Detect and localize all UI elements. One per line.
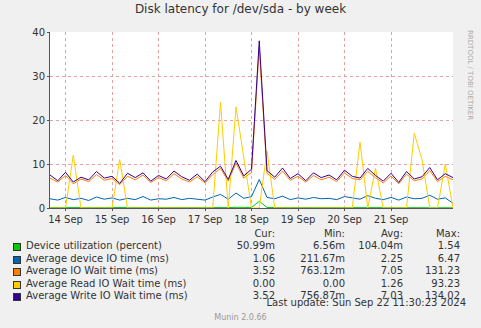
html-text:50.99m: 50.99m <box>236 240 275 251</box>
html-text:2.25: 2.25 <box>380 252 403 264</box>
html-text:763.12m: 763.12m <box>300 265 345 276</box>
html-text:Avg:: Avg: <box>381 228 403 239</box>
html-text:0.00: 0.00 <box>322 277 345 289</box>
html-text:0.00: 0.00 <box>252 277 275 289</box>
html-text:Average Read IO Wait time (ms): Average Read IO Wait time (ms) <box>26 277 187 289</box>
svg-text:18 Sep: 18 Sep <box>234 214 269 225</box>
svg-text:0: 0 <box>39 203 45 214</box>
svg-text:30: 30 <box>32 71 45 82</box>
html-text:93.23: 93.23 <box>431 277 460 289</box>
html-text:Munin 2.0.66: Munin 2.0.66 <box>214 313 267 322</box>
html-text:Last update: Sun Sep 22 11:30:: Last update: Sun Sep 22 11:30:23 2024 <box>266 297 466 308</box>
svg-text:40: 40 <box>32 27 45 38</box>
html-text:3.52: 3.52 <box>252 290 275 301</box>
html-text:1.54: 1.54 <box>437 240 460 251</box>
html-text:7.05: 7.05 <box>380 265 403 276</box>
html-text:104.04m: 104.04m <box>358 240 403 251</box>
svg-text:14 Sep: 14 Sep <box>48 214 83 225</box>
svg-text:15 Sep: 15 Sep <box>95 214 130 225</box>
svg-text:20: 20 <box>32 115 45 126</box>
svg-text:10: 10 <box>32 159 45 170</box>
html-text:131.23: 131.23 <box>425 265 460 276</box>
html-text:7.03: 7.03 <box>380 290 403 301</box>
svg-text:19 Sep: 19 Sep <box>281 214 316 225</box>
html-text:Average device IO time (ms): Average device IO time (ms) <box>26 252 169 264</box>
html-text:756.87m: 756.87m <box>300 290 345 301</box>
html-text:Min:: Min: <box>323 228 345 239</box>
html-text:134.02: 134.02 <box>425 290 460 301</box>
html-text:6.47: 6.47 <box>437 252 460 264</box>
html-text:211.67m: 211.67m <box>300 252 345 264</box>
html-text:Average Write IO Wait time (ms: Average Write IO Wait time (ms) <box>26 290 188 301</box>
html-text:1.26: 1.26 <box>380 277 403 289</box>
svg-text:20 Sep: 20 Sep <box>327 214 362 225</box>
html-text:RRDTOOL / TOBI OETIKER: RRDTOOL / TOBI OETIKER <box>466 30 474 121</box>
html-text:Average IO Wait time (ms): Average IO Wait time (ms) <box>26 265 158 276</box>
svg-text:Disk latency for /dev/sda - by: Disk latency for /dev/sda - by week <box>135 2 346 16</box>
html-text:6.56m: 6.56m <box>313 240 345 251</box>
html-text:3.52: 3.52 <box>252 265 275 276</box>
html-text:Max:: Max: <box>436 228 460 239</box>
html-text:Device utilization (percent): Device utilization (percent) <box>26 240 162 251</box>
svg-text:17 Sep: 17 Sep <box>188 214 223 225</box>
svg-text:21 Sep: 21 Sep <box>374 214 409 225</box>
html-text:1.06: 1.06 <box>252 252 275 264</box>
html-text:Cur:: Cur: <box>254 228 275 239</box>
svg-text:16 Sep: 16 Sep <box>141 214 176 225</box>
